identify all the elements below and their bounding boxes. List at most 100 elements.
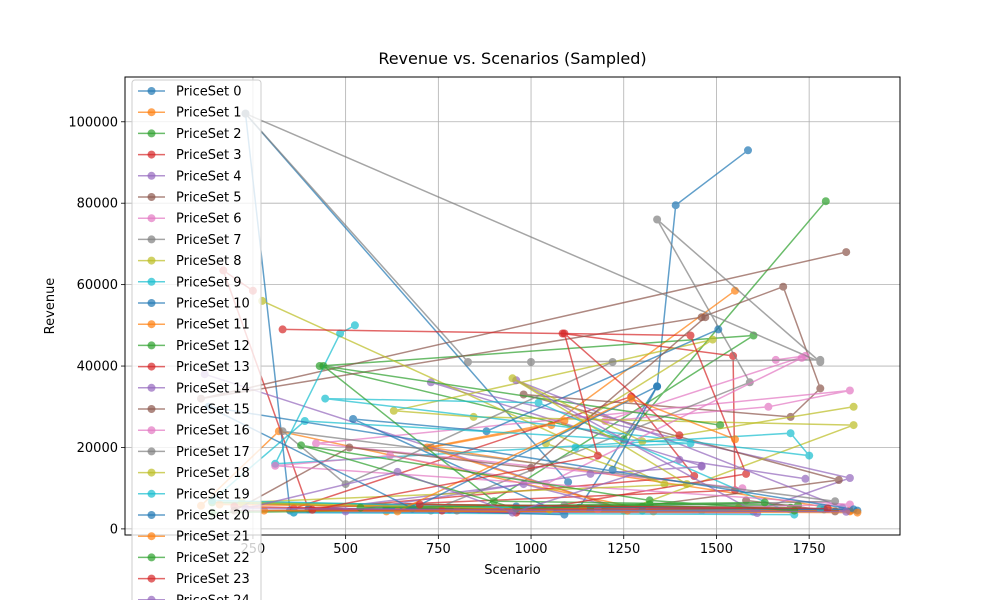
data-point (686, 439, 695, 448)
legend: PriceSet 0 PriceSet 1 PriceSet 2 PriceSet 3… (131, 79, 262, 604)
legend-marker (147, 256, 156, 265)
data-point (349, 415, 358, 423)
data-point (845, 386, 854, 395)
data-point (393, 467, 402, 476)
data-point (716, 421, 725, 430)
legend-marker (147, 383, 156, 392)
legend-marker (147, 574, 156, 583)
y-tick-label: 0 (110, 522, 118, 537)
legend-marker (147, 320, 156, 329)
legend-label: PriceSet 1 (176, 106, 241, 121)
data-point (849, 421, 858, 430)
legend-marker (147, 489, 156, 498)
data-point (742, 469, 751, 478)
data-point (842, 248, 851, 257)
data-point (849, 402, 858, 411)
legend-item: PriceSet 15 (138, 403, 250, 418)
data-point (823, 504, 832, 513)
data-point (519, 390, 528, 399)
legend-label: PriceSet 8 (176, 254, 241, 269)
data-point (821, 197, 830, 206)
data-point (671, 201, 680, 210)
data-point (805, 451, 814, 460)
legend-item: PriceSet 5 (138, 191, 241, 206)
data-point (464, 358, 472, 366)
data-point (653, 382, 662, 391)
data-point (560, 417, 569, 425)
legend-label: PriceSet 23 (176, 572, 250, 587)
data-point (845, 474, 854, 482)
legend-marker (147, 193, 156, 201)
data-point (660, 480, 669, 489)
y-tick-label: 20000 (77, 441, 118, 456)
data-point (278, 427, 287, 436)
data-point (336, 329, 345, 338)
data-point (816, 358, 825, 366)
legend-label: PriceSet 3 (176, 148, 241, 163)
data-point (638, 437, 647, 446)
data-point (797, 353, 806, 362)
data-point (675, 431, 684, 440)
legend-marker (147, 511, 156, 519)
series-line (234, 328, 748, 514)
legend-label: PriceSet 19 (176, 487, 250, 502)
legend-label: PriceSet 24 (176, 593, 250, 600)
legend-marker (147, 108, 156, 117)
legend-label: PriceSet 16 (176, 424, 250, 439)
data-point (744, 146, 752, 155)
legend-label: PriceSet 14 (176, 381, 250, 396)
data-point (834, 476, 843, 484)
data-point (697, 462, 706, 471)
data-point (593, 451, 602, 460)
legend-marker (147, 87, 156, 95)
series-line (245, 458, 847, 514)
legend-item: PriceSet 22 (138, 551, 250, 566)
data-point (345, 443, 354, 452)
y-tick-label: 40000 (77, 360, 118, 375)
data-point (319, 362, 328, 370)
legend-marker (147, 426, 156, 435)
legend-item: PriceSet 1 (138, 106, 241, 121)
legend-label: PriceSet 21 (176, 530, 250, 545)
legend-marker (147, 468, 156, 477)
legend-label: PriceSet 2 (176, 127, 241, 142)
data-point (308, 505, 317, 514)
legend-marker (147, 150, 156, 159)
data-point (386, 451, 395, 460)
data-point (608, 465, 617, 474)
data-point (714, 325, 723, 334)
y-tick-label: 80000 (77, 197, 118, 212)
data-point (469, 412, 478, 421)
data-point (297, 441, 306, 450)
legend-marker (147, 447, 156, 456)
legend-label: PriceSet 17 (176, 445, 250, 460)
y-tick-label: 100000 (68, 115, 118, 130)
legend-item: PriceSet 23 (138, 572, 250, 587)
legend-item: PriceSet 12 (138, 339, 250, 354)
data-point (627, 394, 636, 403)
legend-label: PriceSet 20 (176, 509, 250, 524)
legend-item: PriceSet 8 (138, 254, 241, 269)
legend-marker (147, 341, 156, 350)
series-line (200, 251, 847, 511)
legend-item: PriceSet 10 (138, 297, 250, 312)
chart-title: Revenue vs. Scenarios (Sampled) (378, 49, 646, 68)
legend-label: PriceSet 10 (176, 297, 250, 312)
data-point (675, 455, 684, 464)
data-point (831, 497, 840, 506)
legend-item: PriceSet 3 (138, 148, 241, 163)
data-point (571, 443, 580, 452)
legend-item: PriceSet 13 (138, 360, 250, 375)
series-23 (308, 329, 832, 514)
legend-item: PriceSet 9 (138, 275, 241, 290)
data-point (356, 503, 365, 512)
legend-marker (147, 405, 156, 413)
legend-marker (147, 171, 156, 180)
legend-item: PriceSet 4 (138, 169, 241, 184)
legend-item: PriceSet 17 (138, 445, 250, 460)
data-point (816, 384, 825, 393)
legend-label: PriceSet 4 (176, 169, 241, 184)
x-tick-label: 1750 (793, 542, 826, 557)
